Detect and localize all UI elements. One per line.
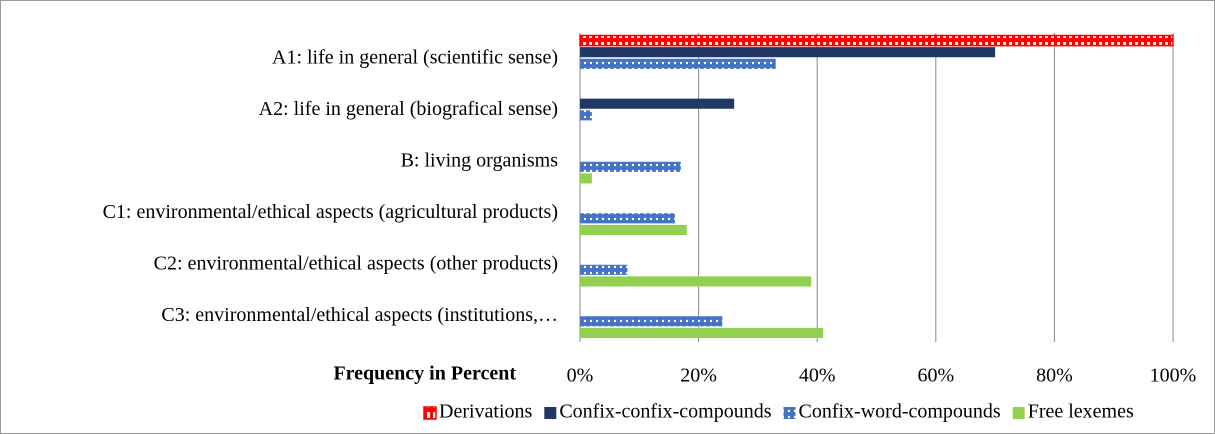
x-tick-label: 100% <box>1150 365 1197 387</box>
bar <box>580 98 735 109</box>
bar <box>579 34 1174 47</box>
x-tick-label: 20% <box>680 365 717 387</box>
y-tick-label: B: living organisms <box>401 149 559 171</box>
bar <box>580 47 996 58</box>
bar <box>580 264 628 275</box>
legend-label: Confix-word-compounds <box>799 401 1001 423</box>
bar <box>580 161 681 172</box>
legend-swatch <box>1012 407 1025 419</box>
bar <box>580 213 675 224</box>
bar <box>580 276 812 287</box>
x-tick-label: 80% <box>1036 365 1073 387</box>
legend-swatch <box>423 406 437 420</box>
y-tick-label: C2: environmental/ethical aspects (other… <box>154 252 558 274</box>
bar <box>580 110 592 121</box>
legend-label: Confix-confix-compounds <box>559 401 771 423</box>
bar <box>580 224 687 235</box>
bar <box>580 327 824 338</box>
y-tick-label: A1: life in general (scientific sense) <box>272 46 558 68</box>
bar <box>580 173 592 184</box>
x-tick-label: 40% <box>799 365 836 387</box>
bar <box>580 58 776 69</box>
y-tick-label: A2: life in general (biografical sense) <box>259 98 558 120</box>
y-tick-label: C1: environmental/ethical aspects (agric… <box>103 201 558 223</box>
legend-swatch <box>783 407 796 419</box>
x-tick-label: 60% <box>917 365 954 387</box>
x-tick-label: 0% <box>567 365 594 387</box>
legend-swatch <box>544 407 557 419</box>
legend-label: Derivations <box>439 401 533 423</box>
legend-label: Free lexemes <box>1028 401 1134 423</box>
x-axis-title: Frequency in Percent <box>333 363 516 385</box>
y-tick-label: C3: environmental/ethical aspects (insti… <box>161 304 558 326</box>
bar <box>580 316 723 327</box>
